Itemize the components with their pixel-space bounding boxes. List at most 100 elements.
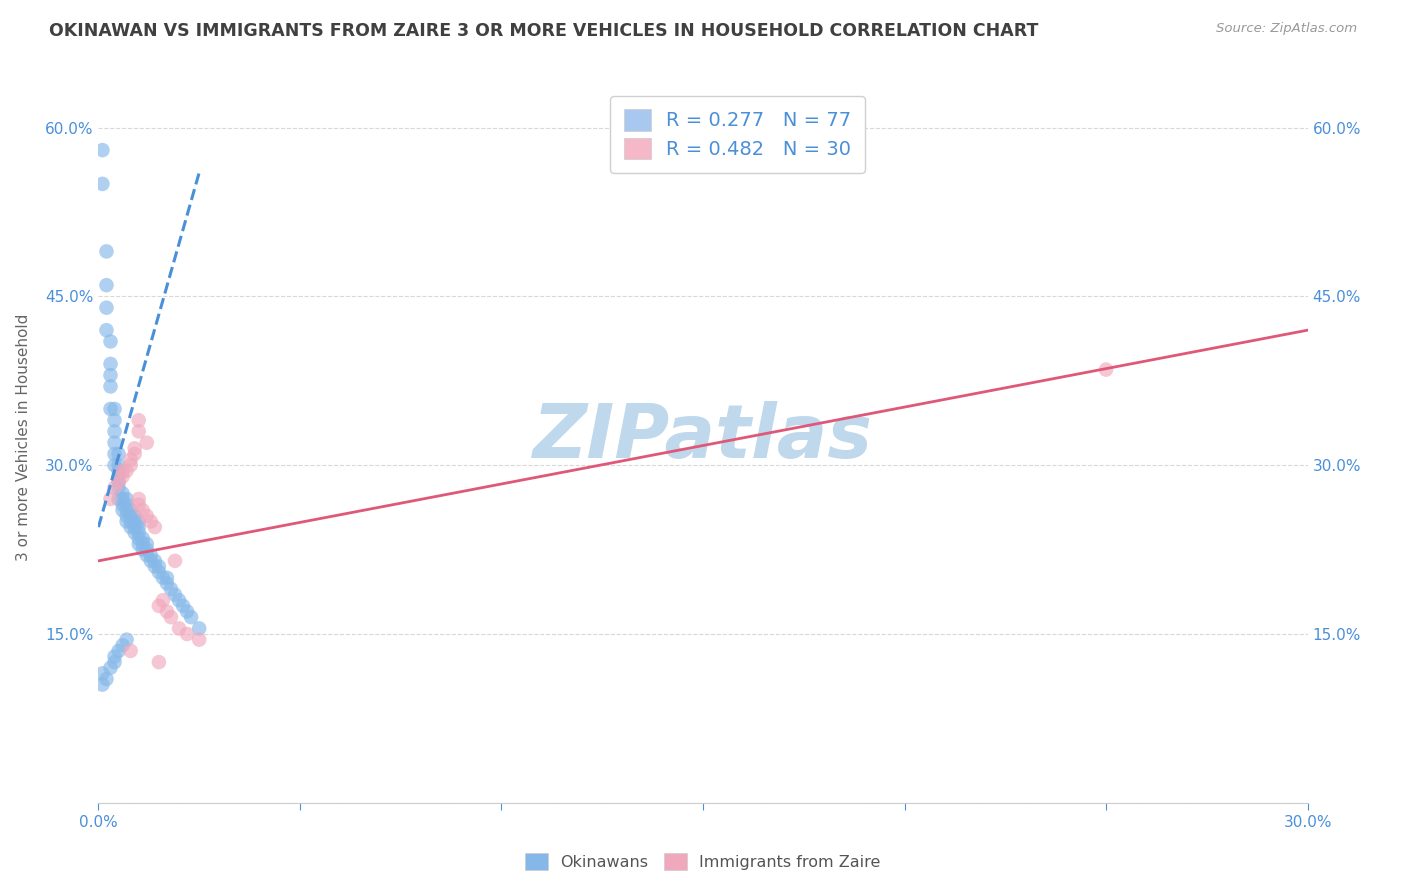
- Point: [180, 610, 202, 624]
- Point: [107, 644, 129, 658]
- Point: [103, 447, 125, 461]
- Point: [135, 542, 157, 557]
- Point: [115, 632, 138, 647]
- Point: [115, 515, 138, 529]
- Point: [132, 532, 155, 546]
- Point: [100, 401, 122, 416]
- Point: [111, 464, 134, 478]
- Point: [128, 425, 150, 439]
- Point: [135, 537, 157, 551]
- Point: [124, 442, 146, 456]
- Point: [128, 498, 150, 512]
- Point: [128, 515, 150, 529]
- Point: [152, 571, 174, 585]
- Point: [148, 599, 170, 613]
- Legend: R = 0.277   N = 77, R = 0.482   N = 30: R = 0.277 N = 77, R = 0.482 N = 30: [610, 95, 865, 173]
- Point: [128, 532, 150, 546]
- Point: [148, 655, 170, 669]
- Point: [160, 582, 183, 596]
- Text: OKINAWAN VS IMMIGRANTS FROM ZAIRE 3 OR MORE VEHICLES IN HOUSEHOLD CORRELATION CH: OKINAWAN VS IMMIGRANTS FROM ZAIRE 3 OR M…: [49, 22, 1039, 40]
- Point: [124, 447, 146, 461]
- Point: [143, 520, 166, 534]
- Point: [120, 520, 142, 534]
- Point: [152, 593, 174, 607]
- Point: [111, 469, 134, 483]
- Point: [176, 627, 198, 641]
- Point: [128, 413, 150, 427]
- Point: [128, 520, 150, 534]
- Point: [148, 565, 170, 579]
- Point: [132, 537, 155, 551]
- Point: [107, 475, 129, 489]
- Point: [103, 425, 125, 439]
- Point: [172, 599, 194, 613]
- Point: [107, 475, 129, 489]
- Point: [135, 435, 157, 450]
- Point: [96, 672, 118, 686]
- Point: [188, 621, 211, 635]
- Point: [107, 491, 129, 506]
- Point: [139, 548, 162, 562]
- Point: [100, 379, 122, 393]
- Point: [96, 244, 118, 259]
- Point: [167, 621, 190, 635]
- Point: [124, 520, 146, 534]
- Point: [100, 368, 122, 383]
- Point: [124, 525, 146, 540]
- Point: [111, 503, 134, 517]
- Point: [120, 644, 142, 658]
- Point: [156, 576, 179, 591]
- Point: [107, 458, 129, 473]
- Point: [143, 554, 166, 568]
- Point: [103, 655, 125, 669]
- Point: [107, 481, 129, 495]
- Point: [128, 537, 150, 551]
- Point: [111, 491, 134, 506]
- Legend: Okinawans, Immigrants from Zaire: Okinawans, Immigrants from Zaire: [519, 847, 887, 877]
- Point: [115, 491, 138, 506]
- Point: [132, 542, 155, 557]
- Point: [163, 588, 186, 602]
- Point: [103, 413, 125, 427]
- Point: [100, 491, 122, 506]
- Point: [120, 458, 142, 473]
- Point: [124, 508, 146, 523]
- Point: [111, 638, 134, 652]
- Point: [100, 334, 122, 349]
- Point: [91, 678, 114, 692]
- Point: [111, 498, 134, 512]
- Point: [120, 508, 142, 523]
- Point: [103, 481, 125, 495]
- Point: [135, 508, 157, 523]
- Point: [107, 447, 129, 461]
- Point: [120, 503, 142, 517]
- Point: [107, 469, 129, 483]
- Point: [176, 605, 198, 619]
- Point: [96, 301, 118, 315]
- Point: [100, 357, 122, 371]
- Point: [96, 278, 118, 293]
- Point: [132, 503, 155, 517]
- Point: [163, 554, 186, 568]
- Point: [103, 435, 125, 450]
- Point: [139, 515, 162, 529]
- Point: [107, 464, 129, 478]
- Point: [115, 464, 138, 478]
- Point: [160, 610, 183, 624]
- Point: [156, 605, 179, 619]
- Point: [139, 554, 162, 568]
- Point: [156, 571, 179, 585]
- Text: ZIPatlas: ZIPatlas: [533, 401, 873, 474]
- Point: [128, 491, 150, 506]
- Text: Source: ZipAtlas.com: Source: ZipAtlas.com: [1216, 22, 1357, 36]
- Point: [103, 458, 125, 473]
- Point: [128, 525, 150, 540]
- Point: [120, 515, 142, 529]
- Point: [120, 452, 142, 467]
- Point: [135, 548, 157, 562]
- Y-axis label: 3 or more Vehicles in Household: 3 or more Vehicles in Household: [17, 313, 31, 561]
- Point: [124, 515, 146, 529]
- Point: [143, 559, 166, 574]
- Point: [100, 661, 122, 675]
- Point: [1095, 362, 1118, 376]
